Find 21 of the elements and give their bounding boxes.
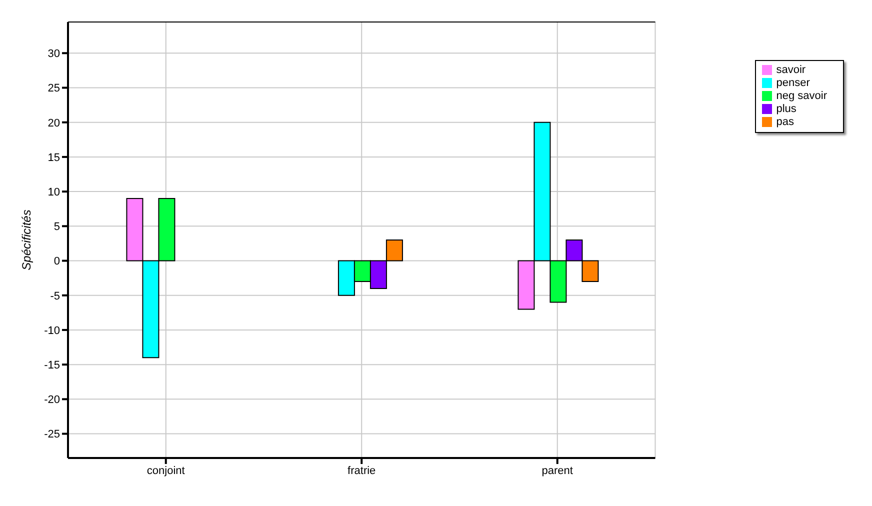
y-tick-label: -20 (44, 394, 60, 406)
y-tick-label: 25 (48, 82, 60, 95)
y-tick-label: -25 (44, 428, 60, 441)
y-tick-label: -10 (44, 324, 60, 337)
legend-label: penser (776, 77, 810, 89)
y-tick-label: 5 (54, 221, 60, 234)
y-tick-label: 20 (48, 117, 60, 130)
y-tick-label: 30 (48, 48, 60, 60)
y-tick-label: -5 (50, 290, 60, 302)
legend-label: neg savoir (776, 90, 827, 102)
y-tick-label: 10 (48, 186, 60, 198)
x-tick-label: conjoint (146, 464, 185, 477)
y-tick-label: -15 (44, 359, 60, 372)
legend-label: pas (776, 116, 794, 128)
y-axis-title: Spécificités (19, 210, 34, 270)
legend-label: savoir (776, 64, 806, 76)
y-tick-label: 15 (48, 152, 60, 164)
x-tick-label: parent (542, 464, 573, 477)
legend-label: plus (776, 103, 796, 115)
y-tick-label: 0 (54, 256, 60, 268)
x-tick-label: fratrie (348, 464, 376, 477)
